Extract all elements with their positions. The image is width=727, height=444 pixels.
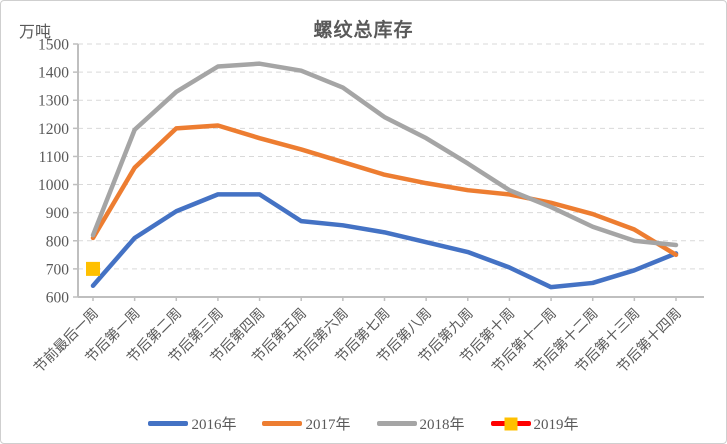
legend-label: 2019年 [533, 417, 579, 433]
legend-label: 2016年 [191, 417, 237, 433]
legend-item-2019年: 2019年 [490, 413, 579, 434]
y-axis-label: 700 [46, 261, 70, 278]
series-line-2016年 [90, 192, 679, 290]
legend: 2016年 2017年 2018年 2019年 [1, 413, 726, 434]
series-line-2017年 [90, 123, 679, 258]
y-axis-label: 1100 [39, 149, 70, 166]
legend-item-2016年: 2016年 [148, 413, 236, 434]
legend-line-swatch [376, 421, 417, 426]
y-axis-label: 600 [46, 290, 70, 307]
legend-marker-swatch [504, 417, 518, 430]
legend-line-swatch [148, 421, 189, 426]
y-axis-label: 900 [46, 205, 70, 222]
legend-line-swatch [490, 417, 531, 430]
y-axis-label: 1000 [38, 177, 69, 194]
y-axis-label: 800 [46, 233, 70, 250]
legend-label: 2018年 [419, 417, 465, 433]
series-line-2018年 [90, 61, 679, 248]
legend-label: 2017年 [305, 417, 351, 433]
y-axis-label: 1200 [38, 121, 69, 138]
y-axis-label: 1400 [38, 65, 69, 82]
y-axis-label: 1300 [38, 93, 69, 110]
y-axis-unit-label: 万吨 [19, 24, 52, 41]
legend-item-2017年: 2017年 [262, 413, 351, 434]
y-axis-label: 1500 [38, 37, 69, 54]
x-axis-label: 节前最后一周 [30, 305, 101, 376]
chart-title: 螺纹总库存 [313, 20, 414, 41]
legend-item-2018年: 2018年 [376, 413, 465, 434]
legend-line-swatch [262, 421, 303, 426]
data-point-marker-2019年 [86, 261, 100, 276]
